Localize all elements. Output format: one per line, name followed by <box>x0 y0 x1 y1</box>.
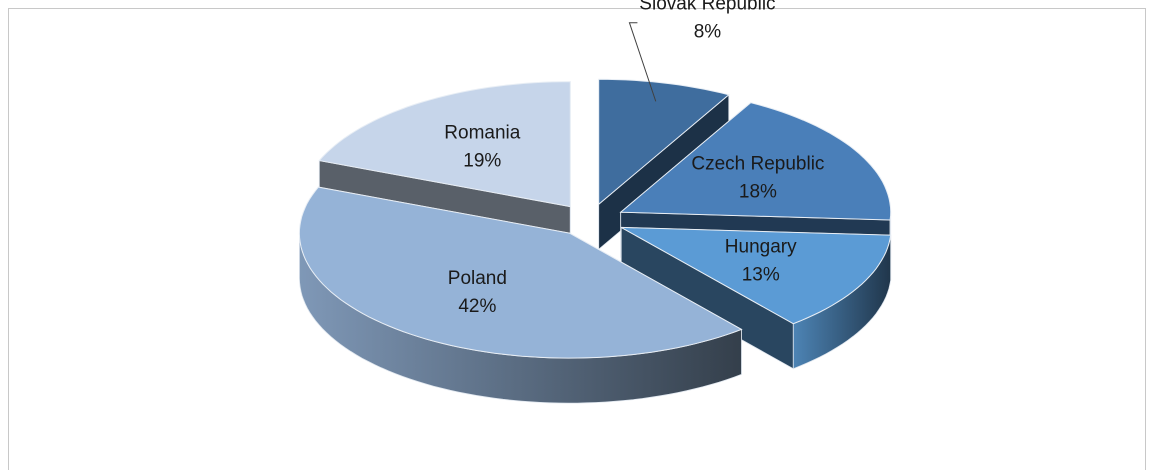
chart-frame <box>8 8 1146 470</box>
slice <box>598 78 730 206</box>
slice-value: 42% <box>458 296 496 317</box>
slice-label: Romania <box>444 123 520 144</box>
slice <box>298 186 743 359</box>
slice-label: Poland <box>448 268 507 289</box>
slice-value: 19% <box>463 151 501 172</box>
slice <box>619 102 892 221</box>
slice-value: 13% <box>742 264 780 285</box>
slice-label: Czech Republic <box>691 153 824 174</box>
slice <box>620 226 892 325</box>
slice-label: Slovak Republic <box>639 0 775 15</box>
leader-line <box>628 22 657 102</box>
slice <box>318 81 571 208</box>
slice-value: 18% <box>739 181 777 202</box>
slice-label: Hungary <box>725 236 797 257</box>
slice-value: 8% <box>694 22 722 43</box>
